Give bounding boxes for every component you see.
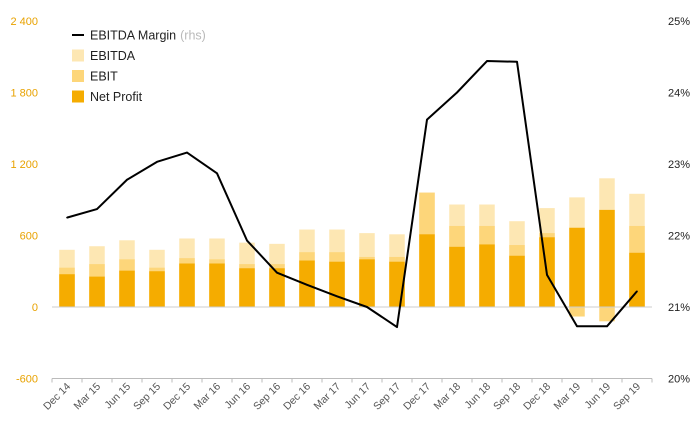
x-tick-label: Dec 17 [401, 381, 433, 413]
x-tick-label: Jun 18 [462, 381, 493, 412]
ebitda-margin-point [396, 326, 398, 328]
net-profit-bar [359, 259, 375, 307]
net-profit-bar [299, 260, 315, 307]
ebitda-margin-point [486, 60, 488, 62]
net-profit-bar [569, 227, 585, 307]
legend-label-text: EBITDA [90, 49, 136, 63]
net-profit-bar [329, 261, 345, 307]
ebitda-margin-point [636, 290, 638, 293]
right-tick-label: 20% [668, 374, 690, 386]
ebitda-margin-point [66, 216, 68, 219]
legend-label: EBITDA Margin (rhs) [90, 29, 206, 43]
legend-label: Net Profit [90, 90, 143, 104]
legend-label-text: EBITDA Margin [90, 29, 176, 43]
net-profit-bar [509, 255, 525, 307]
ebitda-margin-point [246, 239, 248, 242]
net-profit-bar [419, 234, 435, 307]
legend-label-suffix: (rhs) [180, 29, 206, 43]
x-tick-label: Sep 15 [131, 381, 163, 413]
x-tick-label: Jun 19 [582, 381, 613, 412]
x-tick-label: Sep 17 [371, 381, 403, 413]
x-tick-label: Mar 16 [192, 381, 224, 413]
left-tick-label: 0 [32, 302, 38, 314]
ebitda-margin-point [216, 172, 218, 175]
ebitda-margin-point [336, 295, 338, 298]
ebitda-margin-point [426, 118, 428, 121]
right-axis-ticks: 25% 24% 23% 22% 21% 20% [668, 16, 690, 386]
net-profit-bar [239, 268, 255, 307]
right-tick-label: 25% [668, 16, 690, 28]
net-profit-bar [59, 274, 75, 307]
ebitda-margin-line [66, 60, 638, 329]
x-tick-label: Dec 14 [41, 381, 73, 413]
net-profit-bar [179, 263, 195, 307]
ebitda-margin-point [156, 161, 158, 163]
legend-swatch [72, 70, 84, 82]
legend-swatch [72, 49, 84, 62]
ebitda-margin-point [126, 178, 128, 181]
left-tick-label: -600 [16, 374, 38, 386]
x-tick-label: Dec 16 [281, 381, 313, 413]
ebitda-margin-point [306, 284, 308, 286]
x-tick-label: Mar 15 [72, 381, 104, 413]
ebitda-margin-point [546, 274, 548, 276]
x-tick-label: Mar 19 [552, 381, 584, 413]
legend: EBITDA Margin (rhs) EBITDA EBIT Net Profit [72, 29, 206, 104]
legend-item-ebitda-margin: EBITDA Margin (rhs) [72, 29, 206, 43]
left-tick-label: 1 200 [10, 159, 38, 171]
x-tick-label: Dec 15 [161, 381, 193, 413]
x-tick-label: Sep 16 [251, 381, 283, 413]
ebitda-margin-point [186, 151, 188, 154]
margin-line-layer [66, 60, 638, 329]
legend-label-text: EBIT [90, 70, 118, 84]
legend-label: EBIT [90, 70, 118, 84]
legend-item-ebitda: EBITDA [72, 49, 136, 63]
right-tick-label: 22% [668, 231, 690, 243]
ebitda-margin-point [456, 91, 458, 94]
ebitda-margin-point [366, 306, 368, 308]
x-tick-label: Jun 15 [102, 381, 133, 412]
right-tick-label: 24% [668, 88, 690, 100]
legend-label-text: Net Profit [90, 90, 143, 104]
x-tick-label: Jun 17 [342, 381, 373, 412]
ebitda-margin-point [606, 325, 608, 328]
net-profit-bar [209, 263, 225, 307]
right-tick-label: 21% [668, 302, 690, 314]
left-tick-label: 1 800 [10, 88, 38, 100]
net-profit-bar [149, 271, 165, 307]
legend-swatch [72, 90, 84, 103]
net-profit-bar [449, 246, 465, 307]
left-axis-ticks: 2 400 1 800 1 200 600 0 -600 [10, 16, 38, 386]
right-tick-label: 23% [668, 159, 690, 171]
x-tick-label: Jun 16 [222, 381, 253, 412]
left-tick-label: 2 400 [10, 16, 38, 28]
ebitda-margin-point [576, 325, 578, 328]
ebitda-margin-point [276, 271, 278, 274]
net-profit-bar [89, 276, 105, 307]
x-tick-label: Dec 18 [521, 381, 553, 413]
x-tick-label: Mar 18 [432, 381, 464, 413]
legend-item-net-profit: Net Profit [72, 90, 143, 104]
legend-item-ebit: EBIT [72, 70, 118, 84]
x-tick-label: Sep 19 [611, 381, 643, 413]
bars-layer [59, 178, 645, 322]
net-profit-bar [119, 270, 135, 307]
ebitda-margin-point [516, 60, 518, 63]
legend-label: EBITDA [90, 49, 136, 63]
ebit-bar [599, 307, 615, 322]
left-tick-label: 600 [20, 231, 38, 243]
net-profit-bar [599, 209, 615, 307]
x-tick-label: Sep 18 [491, 381, 523, 413]
x-tick-label: Mar 17 [312, 381, 344, 413]
ebitda-margin-point [96, 208, 98, 210]
ebit-bar [569, 307, 585, 317]
net-profit-bar [269, 268, 285, 307]
net-profit-bar [629, 252, 645, 307]
net-profit-bar [479, 244, 495, 307]
